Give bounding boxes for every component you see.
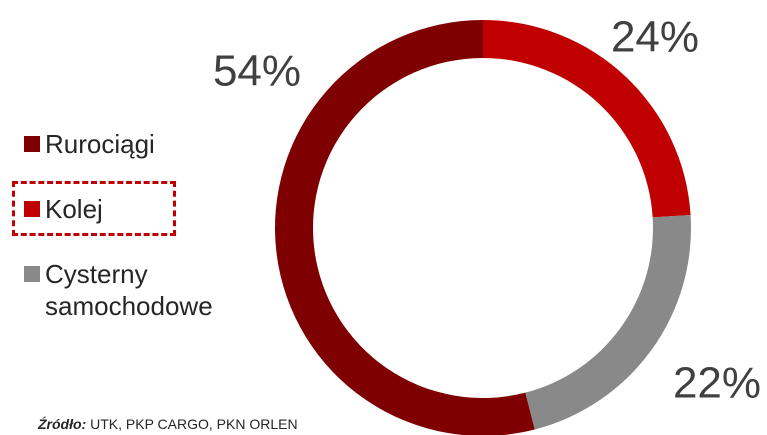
legend-item: Cysterny samochodowe <box>24 258 213 322</box>
source-note: Źródło: UTK, PKP CARGO, PKN ORLEN <box>38 416 298 432</box>
legend-swatch <box>24 266 40 282</box>
source-label: Źródło: <box>38 416 87 432</box>
legend-label: Cysterny samochodowe <box>45 259 213 321</box>
data-label: 22% <box>673 359 761 408</box>
legend-swatch <box>24 136 40 152</box>
data-label: 24% <box>611 13 699 62</box>
donut-segment <box>275 20 535 435</box>
legend-label: Rurociągi <box>45 129 155 159</box>
donut-segment <box>525 214 691 430</box>
source-text: UTK, PKP CARGO, PKN ORLEN <box>90 416 298 432</box>
legend-swatch <box>24 201 40 217</box>
data-label: 54% <box>213 47 301 96</box>
donut-segment <box>483 20 691 218</box>
legend-label: Kolej <box>45 194 103 224</box>
legend-item: Kolej <box>24 193 285 225</box>
highlight-box <box>12 181 176 236</box>
legend-item: Rurociągi <box>24 128 285 160</box>
